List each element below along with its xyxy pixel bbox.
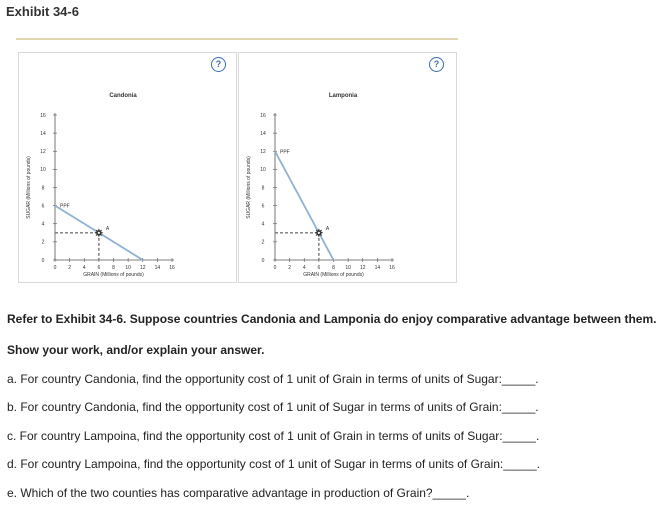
y-tick-label: 8	[262, 185, 265, 191]
y-tick-label: 2	[42, 240, 45, 246]
y-axis-label: SUGAR (Millions of pounds)	[26, 156, 32, 219]
y-tick-label: 4	[42, 222, 45, 228]
x-tick-label: 16	[389, 265, 395, 271]
ppf-label: PPF	[280, 149, 290, 155]
question-a: a. For country Candonia, find the opport…	[7, 372, 539, 386]
y-tick-label: 6	[262, 203, 265, 209]
x-tick-label: 10	[125, 265, 131, 271]
x-axis-label: GRAIN (Millions of pounds)	[83, 272, 144, 278]
ppf-line	[274, 150, 335, 261]
x-tick-label: 0	[54, 265, 57, 271]
x-tick-label: 6	[317, 265, 320, 271]
question-intro: Refer to Exhibit 34-6. Suppose countries…	[7, 312, 657, 326]
point-a-label: A	[326, 226, 330, 232]
y-tick-label: 16	[260, 113, 266, 119]
x-tick-label: 8	[112, 265, 115, 271]
y-tick-label: 0	[262, 258, 265, 264]
y-tick-label: 0	[42, 258, 45, 264]
y-tick-label: 14	[40, 131, 46, 137]
x-tick-label: 0	[274, 265, 277, 271]
y-tick-label: 2	[262, 240, 265, 246]
y-tick-label: 8	[42, 185, 45, 191]
y-tick-label: 12	[260, 149, 266, 155]
exhibit-title: Exhibit 34-6	[6, 4, 79, 19]
ppf-label: PPF	[60, 204, 70, 210]
help-icon[interactable]: ?	[211, 57, 226, 72]
question-c: c. For country Lampoina, find the opport…	[7, 429, 540, 443]
y-tick-label: 10	[260, 167, 266, 173]
x-axis-label: GRAIN (Millions of pounds)	[303, 272, 364, 278]
x-tick-label: 8	[332, 265, 335, 271]
y-axis-label: SUGAR (Millions of pounds)	[246, 156, 252, 219]
help-icon[interactable]: ?	[429, 57, 444, 72]
y-tick-label: 6	[42, 203, 45, 209]
x-tick-label: 14	[375, 265, 381, 271]
candonia-ppf-chart: Candonia 0 2 4 6 8 10 12 14 16 0 2 4 6 8 10 12 14 16 GRAIN …	[26, 93, 175, 278]
x-tick-label: 14	[155, 265, 161, 271]
title-divider	[16, 38, 458, 40]
x-tick-label: 2	[288, 265, 291, 271]
y-tick-label: 16	[40, 113, 46, 119]
point-a-marker-center	[317, 231, 320, 234]
chart-title: Lamponia	[329, 93, 358, 99]
y-tick-label: 10	[40, 167, 46, 173]
lamponia-ppf-chart: Lamponia 0 2 4 6 8 10 12 14 16 0 2 4 6 8 10 12 14 16 GRAIN …	[246, 93, 395, 278]
question-e: e. Which of the two counties has compara…	[7, 486, 470, 500]
y-tick-label: 14	[260, 131, 266, 137]
x-tick-label: 16	[169, 265, 175, 271]
x-tick-label: 4	[303, 265, 306, 271]
x-tick-label: 6	[97, 265, 100, 271]
x-tick-label: 10	[345, 265, 351, 271]
point-a-marker-center	[97, 231, 100, 234]
y-tick-label: 12	[40, 149, 46, 155]
question-b: b. For country Candonia, find the opport…	[7, 400, 539, 414]
x-tick-label: 12	[360, 265, 366, 271]
x-tick-label: 2	[68, 265, 71, 271]
lamponia-graph-panel: ? Lamponia 0 2 4 6 8 10 12 14 16 0 2 4 6 8 10 12 14 16 GRAI…	[238, 52, 457, 283]
question-instruction: Show your work, and/or explain your answ…	[7, 343, 265, 357]
chart-title: Candonia	[109, 93, 137, 99]
point-a-label: A	[106, 226, 110, 232]
y-tick-label: 4	[262, 222, 265, 228]
x-tick-label: 12	[140, 265, 146, 271]
question-d: d. For country Lampoina, find the opport…	[7, 457, 540, 471]
x-tick-label: 4	[83, 265, 86, 271]
candonia-graph-panel: ? Candonia 0 2 4 6 8 10 12 14 16 0 2 4 6 8 10 12 14 16 GRAI…	[18, 52, 237, 283]
